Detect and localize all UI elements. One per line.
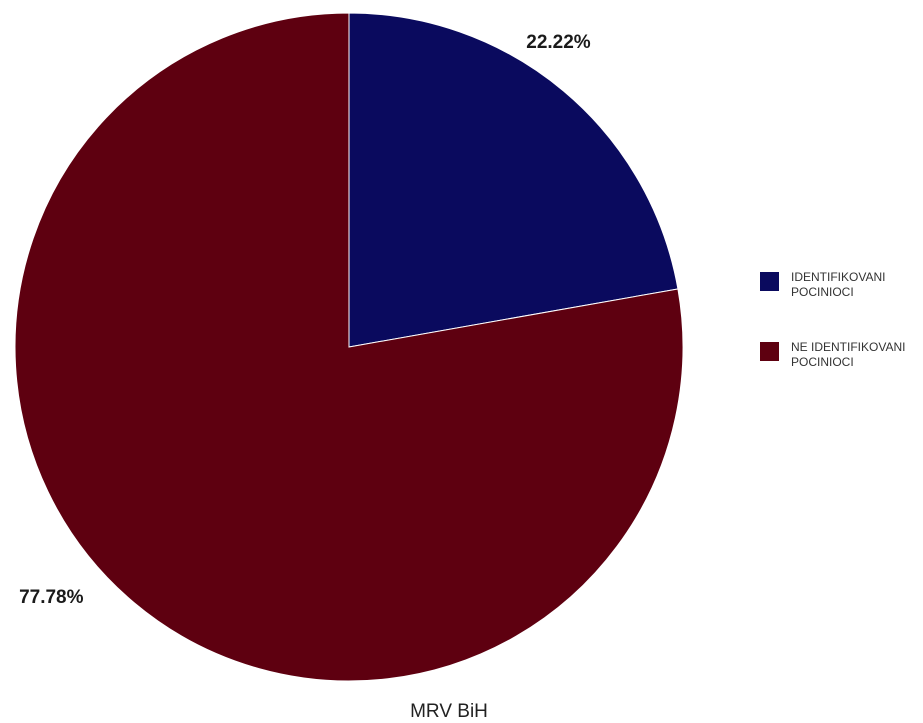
pie-slice-not-identified: [14, 12, 684, 682]
legend-swatch-identified: [760, 272, 779, 291]
pie-slice-identified: [348, 12, 679, 348]
pie-slices: [14, 12, 684, 682]
pie-label-not-identified: 77.78%: [19, 587, 84, 608]
x-axis-label: MRV BiH: [410, 701, 488, 722]
legend-item-identified: IDENTIFIKOVANI POCINIOCI: [760, 270, 920, 300]
pie-labels: 22.22% 77.78%: [19, 32, 591, 608]
legend-item-not-identified: NE IDENTIFIKOVANI POCINIOCI: [760, 340, 920, 370]
legend-label-identified: IDENTIFIKOVANI POCINIOCI: [791, 270, 886, 299]
pie-label-identified: 22.22%: [526, 32, 591, 53]
legend-swatch-not-identified: [760, 342, 779, 361]
legend: IDENTIFIKOVANI POCINIOCI NE IDENTIFIKOVA…: [760, 270, 920, 410]
legend-label-not-identified: NE IDENTIFIKOVANI POCINIOCI: [791, 340, 906, 369]
